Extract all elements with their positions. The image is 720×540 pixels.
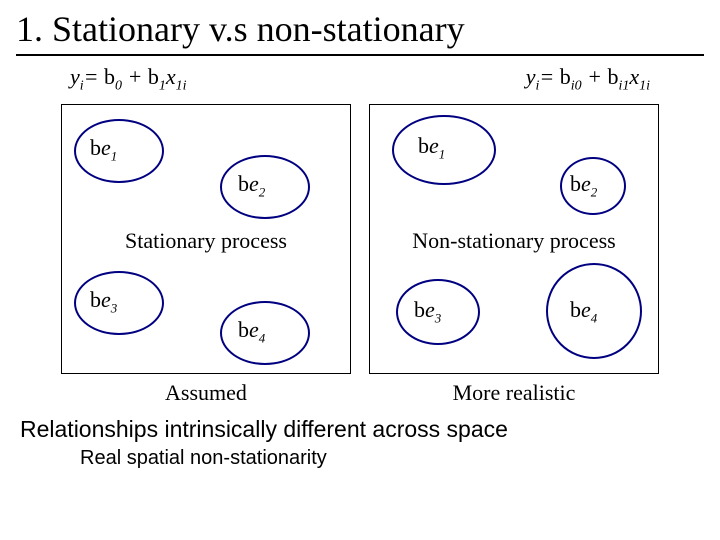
under-label-right: More realistic [369,380,659,406]
ellipse [74,271,164,335]
ellipse [74,119,164,183]
footer-line-1: Relationships intrinsically different ac… [20,416,700,443]
ellipse-label: be3 [414,297,441,326]
panels-row: Stationary process be1 be2 be3 be4 Non-stat… [0,104,720,374]
ellipse-label: be1 [90,135,117,164]
equation-stationary: yi= b0 + b1x1i [70,64,187,94]
footer: Relationships intrinsically different ac… [0,406,720,470]
under-labels-row: Assumed More realistic [0,380,720,406]
footer-line-2: Real spatial non-stationarity [80,447,700,470]
equations-row: yi= b0 + b1x1i yi= bi0 + bi1x1i [0,56,720,94]
ellipse-label: be4 [570,297,597,326]
equation-nonstationary: yi= bi0 + bi1x1i [526,64,650,94]
ellipse-label: be3 [90,287,117,316]
ellipse-label: be2 [238,171,265,200]
ellipse-label: be4 [238,317,265,346]
ellipse-label: be1 [418,133,445,162]
caption-nonstationary: Non-stationary process [370,228,658,254]
slide-title: 1. Stationary v.s non-stationary [16,8,704,50]
under-label-left: Assumed [61,380,351,406]
panel-stationary: Stationary process be1 be2 be3 be4 [61,104,351,374]
panel-nonstationary: Non-stationary process be1 be2 be3 be4 [369,104,659,374]
ellipse-label: be2 [570,171,597,200]
title-block: 1. Stationary v.s non-stationary [0,0,720,56]
caption-stationary: Stationary process [62,228,350,254]
